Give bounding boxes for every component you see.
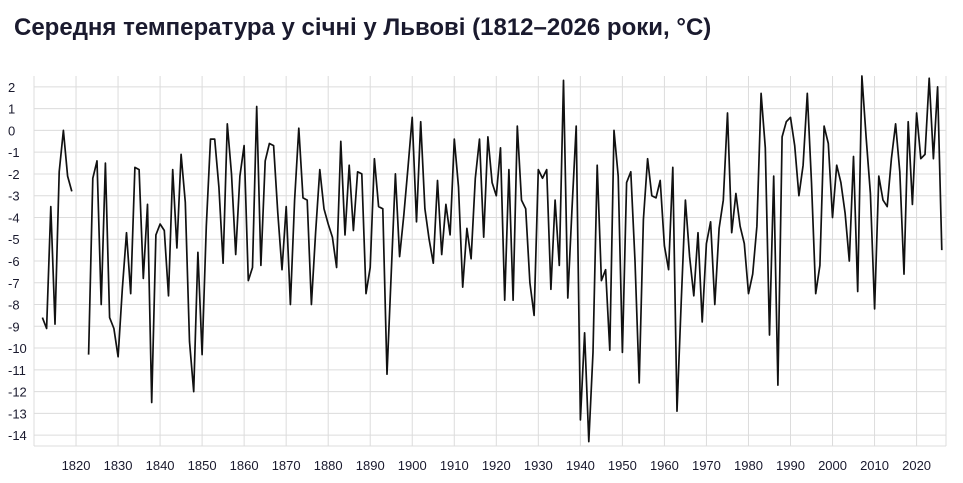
y-tick-label: -5	[8, 232, 20, 247]
y-tick-label: -9	[8, 319, 20, 334]
x-tick-label: 1840	[146, 458, 175, 473]
x-tick-label: 2020	[902, 458, 931, 473]
temperature-series	[41, 75, 943, 443]
y-tick-label: -1	[8, 145, 20, 160]
y-tick-label: 0	[8, 123, 15, 138]
y-axis-tick-labels: 2 1 0 -1 -2 -3 -4 -5 -6 -7 -8 -9 -10 -11 -12 -13 -14	[8, 80, 27, 443]
series-line	[41, 129, 73, 330]
y-tick-label: -4	[8, 210, 20, 225]
x-tick-label: 1900	[398, 458, 427, 473]
x-tick-label: 1820	[62, 458, 91, 473]
x-tick-label: 1990	[776, 458, 805, 473]
y-tick-label: -8	[8, 298, 20, 313]
y-tick-label: -10	[8, 341, 27, 356]
chart-title: Середня температура у січні у Львові (18…	[14, 14, 712, 41]
x-tick-label: 1960	[650, 458, 679, 473]
y-tick-label: 2	[8, 80, 15, 95]
y-tick-label: -3	[8, 189, 20, 204]
x-tick-label: 1920	[482, 458, 511, 473]
x-tick-label: 1950	[608, 458, 637, 473]
x-tick-label: 1930	[524, 458, 553, 473]
x-tick-label: 1880	[314, 458, 343, 473]
y-tick-label: -14	[8, 428, 27, 443]
x-tick-label: 1910	[440, 458, 469, 473]
x-tick-label: 1980	[734, 458, 763, 473]
y-tick-label: -6	[8, 254, 20, 269]
x-tick-label: 2000	[818, 458, 847, 473]
x-tick-label: 1870	[272, 458, 301, 473]
y-tick-label: -11	[8, 363, 26, 378]
y-tick-label: -13	[8, 406, 27, 421]
x-axis-tick-labels: 1820 1830 1840 1850 1860 1870 1880 1890 1900 1910…	[62, 458, 931, 473]
y-tick-label: -12	[8, 385, 27, 400]
y-tick-label: -2	[8, 167, 20, 182]
x-tick-label: 1970	[692, 458, 721, 473]
x-tick-label: 1860	[230, 458, 259, 473]
y-tick-label: 1	[8, 102, 15, 117]
y-tick-label: -7	[8, 276, 20, 291]
x-tick-label: 2010	[860, 458, 889, 473]
x-tick-label: 1940	[566, 458, 595, 473]
x-tick-label: 1890	[356, 458, 385, 473]
x-tick-label: 1850	[188, 458, 217, 473]
x-tick-label: 1830	[104, 458, 133, 473]
series-line	[87, 75, 943, 443]
